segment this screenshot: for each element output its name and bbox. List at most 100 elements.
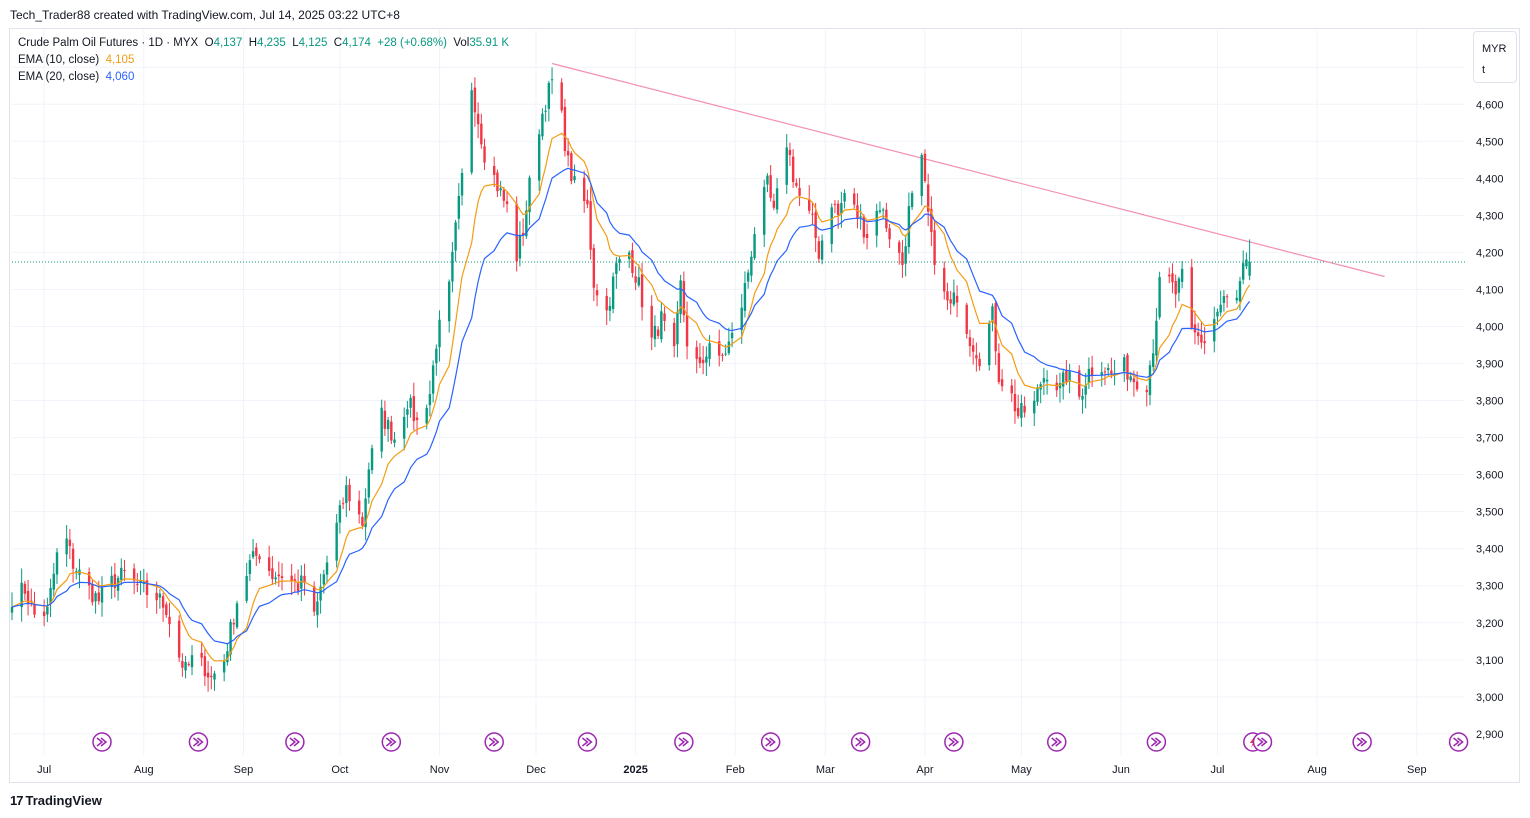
candle	[367, 462, 371, 504]
close-value: 4,174	[342, 37, 371, 49]
candle-body	[631, 250, 634, 274]
candle	[653, 315, 657, 348]
candle-body	[727, 341, 731, 354]
candle-body	[673, 322, 676, 347]
candle	[573, 164, 576, 184]
candle-body	[798, 187, 801, 196]
candle	[1123, 354, 1126, 382]
candle	[181, 653, 184, 677]
candle-body	[431, 365, 435, 394]
candle	[229, 618, 232, 661]
candle-body	[685, 314, 689, 347]
candle-body	[226, 651, 229, 663]
fast-forward-circle-icon[interactable]	[484, 732, 504, 752]
candle-body	[878, 210, 882, 212]
candle-body	[1135, 381, 1139, 390]
candle-body	[1036, 387, 1039, 402]
high-label: H	[248, 37, 258, 49]
candle	[1016, 394, 1020, 419]
candle-body	[859, 216, 862, 218]
candle	[123, 560, 126, 581]
candle	[746, 269, 750, 289]
candle-body	[473, 87, 477, 113]
candle	[460, 168, 464, 206]
candle-body	[881, 209, 885, 211]
candle-body	[843, 193, 846, 202]
candle-body	[1042, 378, 1046, 383]
candle	[952, 279, 956, 307]
candle	[515, 196, 518, 272]
candle-body	[926, 184, 930, 212]
fast-forward-circle-icon[interactable]	[92, 732, 112, 752]
candle	[75, 567, 78, 580]
candle	[608, 296, 612, 322]
candle-body	[203, 656, 207, 677]
candle	[476, 102, 480, 139]
fast-forward-circle-icon[interactable]	[1046, 732, 1067, 752]
candle-body	[75, 571, 78, 573]
time-tick-label: Mar	[816, 764, 835, 776]
fast-forward-circle-icon[interactable]	[381, 732, 402, 752]
candle-body	[65, 538, 68, 555]
time-tick-label: Nov	[430, 764, 450, 776]
fast-forward-circle-icon[interactable]	[285, 732, 305, 752]
tradingview-brand[interactable]: 17 TradingView	[10, 793, 102, 808]
fast-forward-glyph	[488, 737, 500, 747]
candle-body	[267, 557, 271, 571]
chart-frame	[9, 28, 1520, 783]
candle	[1241, 250, 1245, 285]
candle	[547, 80, 551, 122]
candle-body	[303, 575, 306, 583]
candle	[480, 113, 483, 149]
candle	[1023, 396, 1026, 418]
candle	[206, 660, 210, 692]
symbol-label[interactable]: Crude Palm Oil Futures · 1D · MYX	[18, 37, 199, 49]
candle	[901, 240, 904, 278]
candle	[10, 592, 14, 621]
fast-forward-circle-icon[interactable]	[944, 732, 964, 752]
open-value: 4,137	[213, 37, 243, 49]
candle-body	[968, 337, 972, 347]
candle-body	[415, 417, 419, 421]
candle-body	[1241, 263, 1245, 280]
candle-body	[222, 661, 226, 673]
currency-selector[interactable]: MYR t	[1473, 31, 1517, 83]
candle	[1068, 363, 1071, 394]
candle-body	[142, 582, 146, 584]
candle-body	[592, 248, 596, 288]
candle	[537, 129, 541, 192]
candle-body	[589, 201, 592, 250]
candle	[451, 242, 454, 293]
fast-forward-circle-icon[interactable]	[577, 732, 598, 752]
candle-body	[383, 410, 387, 429]
candle	[946, 282, 949, 310]
ema10-row[interactable]: EMA (10, close) 4,105	[18, 52, 509, 69]
candle	[560, 78, 563, 113]
trendline[interactable]	[551, 62, 1385, 278]
fast-forward-circle-icon[interactable]	[188, 732, 209, 752]
fast-forward-circle-icon[interactable]	[674, 732, 694, 752]
candle	[258, 554, 261, 564]
fast-forward-circle-icon[interactable]	[1352, 732, 1372, 752]
fast-forward-circle-icon[interactable]	[1252, 732, 1273, 752]
fast-forward-glyph	[1257, 737, 1268, 747]
candle-body	[910, 193, 914, 208]
candle-body	[586, 199, 589, 205]
candle	[71, 542, 75, 583]
candle-body	[653, 325, 657, 340]
candle	[843, 189, 846, 209]
candle-body	[454, 222, 457, 251]
event-markers[interactable]	[92, 732, 1469, 752]
candle-body	[541, 113, 544, 137]
candle	[1039, 381, 1042, 404]
candle-body	[705, 356, 708, 363]
ema20-row[interactable]: EMA (20, close) 4,060	[18, 69, 509, 86]
price-tick-label: 3,400	[1476, 544, 1504, 556]
fast-forward-circle-icon[interactable]	[760, 732, 781, 752]
candle-body	[1055, 382, 1058, 391]
fast-forward-circle-icon[interactable]	[850, 732, 871, 752]
fast-forward-circle-icon[interactable]	[1448, 732, 1469, 752]
fast-forward-circle-icon[interactable]	[1146, 732, 1167, 752]
candle-body	[499, 188, 502, 191]
